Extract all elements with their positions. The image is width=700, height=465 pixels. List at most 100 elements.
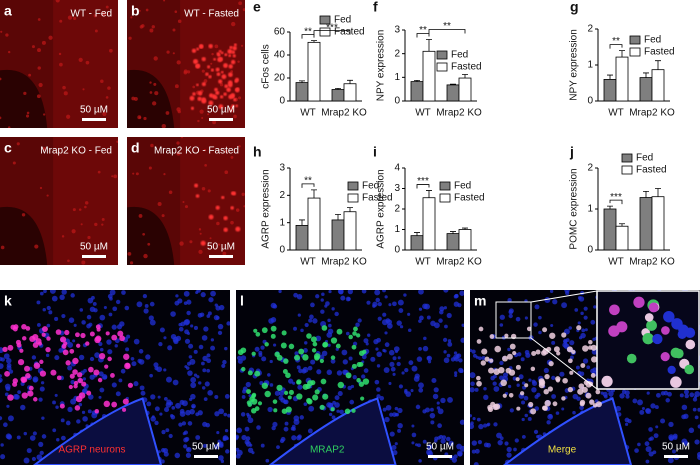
nucleus: [125, 347, 130, 352]
bar: [331, 89, 345, 102]
scale-label: 50 µM: [426, 442, 454, 453]
nucleus: [327, 402, 334, 409]
labelled-cell: [541, 405, 547, 411]
nucleus: [224, 346, 228, 351]
bar: [422, 50, 436, 102]
nucleus: [61, 290, 67, 295]
cell: [220, 95, 224, 99]
nucleus: [226, 321, 230, 326]
nucleus: [470, 348, 473, 353]
inset-cell: [684, 327, 696, 339]
nucleus: [415, 443, 419, 447]
nucleus: [224, 394, 230, 399]
nucleus: [470, 372, 476, 379]
cell: [243, 205, 245, 208]
cell: [149, 28, 154, 33]
nucleus: [8, 369, 14, 374]
nucleus: [418, 319, 422, 323]
legend-label: Fed: [454, 181, 471, 192]
nucleus: [493, 422, 498, 427]
nucleus: [644, 441, 650, 447]
scale-label: 50 µM: [207, 105, 235, 116]
nucleus: [16, 435, 21, 440]
cell: [5, 33, 9, 37]
nucleus: [376, 364, 381, 368]
nucleus: [321, 350, 328, 357]
cell: [235, 208, 240, 212]
significance-bracket: [609, 44, 623, 49]
nucleus: [441, 435, 447, 440]
ventricle: [32, 397, 163, 465]
nucleus: [361, 354, 367, 360]
scale-label: 50 µM: [80, 105, 108, 116]
bar: [615, 56, 629, 102]
labelled-cell: [330, 355, 336, 360]
nucleus: [115, 299, 121, 305]
labelled-cell: [314, 355, 320, 361]
nucleus: [518, 374, 524, 380]
nucleus: [32, 431, 37, 436]
nucleus: [461, 323, 464, 327]
scale-bar: [194, 455, 218, 458]
cell: [204, 164, 207, 167]
nucleus: [692, 407, 697, 412]
error-bar: [619, 223, 625, 227]
cell: [240, 44, 244, 47]
nucleus: [382, 348, 386, 352]
labelled-cell: [104, 364, 109, 369]
nucleus: [260, 345, 265, 350]
y-tick-label: 2: [587, 24, 593, 35]
nucleus: [429, 412, 436, 419]
labelled-cell: [21, 392, 28, 399]
nucleus: [310, 302, 315, 308]
cell: [201, 56, 206, 62]
zoom-line: [530, 337, 598, 390]
labelled-cell: [27, 390, 34, 397]
labelled-cell: [72, 357, 79, 365]
cell: [191, 48, 197, 53]
labelled-cell: [588, 339, 593, 345]
nucleus: [60, 435, 66, 441]
nucleus: [418, 382, 424, 389]
cell: [231, 95, 235, 99]
nucleus: [267, 373, 271, 377]
cell: [168, 190, 173, 195]
nucleus: [593, 305, 597, 309]
nucleus: [407, 312, 411, 316]
nucleus: [516, 383, 520, 387]
nucleus: [181, 421, 187, 426]
nucleus: [639, 409, 645, 415]
nucleus: [201, 386, 206, 390]
nucleus: [48, 310, 53, 315]
cell: [237, 60, 240, 63]
nucleus: [0, 454, 6, 460]
cell: [0, 116, 2, 120]
nucleus: [600, 391, 604, 395]
nucleus: [524, 349, 530, 355]
nucleus: [144, 304, 149, 308]
nucleus: [422, 303, 428, 309]
cell: [218, 104, 224, 109]
nucleus: [241, 395, 246, 399]
cell: [67, 15, 73, 20]
significance-label: **: [443, 21, 451, 32]
labelled-cell: [98, 352, 106, 360]
nucleus: [292, 427, 296, 431]
nucleus: [413, 376, 420, 382]
labelled-cell: [330, 407, 335, 412]
cell: [217, 53, 221, 57]
cell: [228, 64, 233, 69]
nucleus: [625, 422, 629, 426]
nucleus: [391, 444, 397, 450]
labelled-cell: [561, 396, 566, 401]
y-tick-label: 3: [279, 163, 285, 174]
nucleus: [431, 377, 437, 384]
nucleus: [334, 311, 339, 317]
labelled-cell: [476, 375, 481, 381]
labelled-cell: [580, 363, 586, 368]
nucleus: [166, 399, 172, 405]
nucleus: [483, 387, 487, 391]
cell: [135, 172, 139, 176]
nucleus: [439, 306, 445, 312]
nucleus: [89, 306, 96, 313]
